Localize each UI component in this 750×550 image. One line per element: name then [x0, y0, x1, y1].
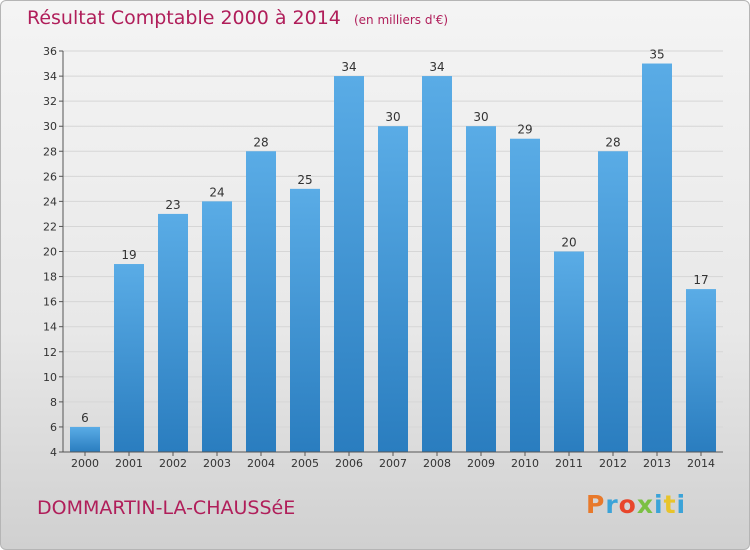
logo-letter: i [654, 490, 664, 519]
bar-2012 [598, 151, 628, 452]
logo-letter: o [618, 490, 637, 519]
bar-2009 [466, 126, 496, 452]
x-tick-label: 2002 [159, 457, 187, 470]
y-tick-label: 4 [50, 446, 57, 459]
y-tick-label: 12 [43, 346, 57, 359]
bar-2004 [246, 151, 276, 452]
y-axis: 4 6 8 10 12 14 16 18 20 22 24 26 28 30 32 34 36 [43, 45, 64, 459]
logo-letter: i [676, 490, 687, 519]
bar-2005 [290, 188, 320, 452]
bar-value-label: 28 [605, 135, 620, 149]
x-tick-label: 2004 [247, 457, 275, 470]
x-tick-label: 2007 [379, 457, 407, 470]
title-unit: (en milliers d'€) [353, 13, 449, 27]
bar-value-label: 19 [121, 248, 136, 262]
x-tick-label: 2011 [555, 457, 583, 470]
y-tick-label: 28 [43, 145, 57, 158]
bars: 6 19 23 24 28 25 34 30 34 30 29 20 28 35 17 [70, 48, 716, 452]
x-tick-label: 2012 [599, 457, 627, 470]
y-tick-label: 8 [50, 396, 57, 409]
y-tick-label: 32 [43, 95, 57, 108]
x-tick-label: 2009 [467, 457, 495, 470]
bar-2008 [422, 76, 452, 452]
x-tick-label: 2005 [291, 457, 319, 470]
bar-value-label: 34 [341, 60, 356, 74]
y-tick-label: 6 [50, 421, 57, 434]
bar-value-label: 6 [81, 411, 89, 425]
bar-value-label: 20 [561, 236, 576, 250]
bar-value-label: 17 [693, 273, 708, 287]
bar-value-label: 35 [649, 48, 664, 62]
y-tick-label: 10 [43, 371, 57, 384]
chart-title: Résultat Comptable 2000 à 2014 (en milli… [27, 7, 448, 29]
x-axis: 2000 2001 2002 2003 2004 2005 2006 2007 2008 2009… [63, 451, 723, 470]
x-tick-label: 2000 [71, 457, 99, 470]
bar-2003 [202, 201, 232, 452]
bar-value-label: 30 [385, 110, 400, 124]
bar-2014 [686, 289, 716, 452]
town-name: DOMMARTIN-LA-CHAUSSéE [37, 497, 296, 519]
logo-letter: r [605, 490, 619, 519]
y-tick-label: 30 [43, 120, 57, 133]
logo-letter: x [636, 490, 654, 519]
x-tick-label: 2010 [511, 457, 539, 470]
bar-value-label: 28 [253, 135, 268, 149]
title-text: Résultat Comptable 2000 à 2014 [27, 7, 341, 29]
bar-value-label: 23 [165, 198, 180, 212]
bar-2010 [510, 138, 540, 452]
y-tick-label: 16 [43, 296, 57, 309]
bar-value-label: 29 [517, 123, 532, 137]
x-tick-label: 2003 [203, 457, 231, 470]
y-tick-label: 26 [43, 170, 57, 183]
x-tick-label: 2001 [115, 457, 143, 470]
proxiti-logo: Proxiti [586, 490, 686, 519]
bar-value-label: 24 [209, 185, 224, 199]
bar-2000 [70, 426, 100, 452]
bar-2002 [158, 213, 188, 452]
y-tick-label: 34 [43, 70, 57, 83]
bar-2006 [334, 76, 364, 452]
bar-2007 [378, 126, 408, 452]
bar-value-label: 25 [297, 173, 312, 187]
x-tick-label: 2014 [687, 457, 715, 470]
y-tick-label: 24 [43, 195, 57, 208]
y-tick-label: 22 [43, 220, 57, 233]
logo-letter: t [663, 490, 677, 519]
bar-2001 [114, 264, 144, 452]
logo-letter: P [586, 490, 606, 519]
bar-2011 [554, 251, 584, 452]
y-tick-label: 14 [43, 321, 57, 334]
x-tick-label: 2006 [335, 457, 363, 470]
bar-value-label: 34 [429, 60, 444, 74]
x-tick-label: 2013 [643, 457, 671, 470]
y-tick-label: 36 [43, 45, 57, 58]
x-tick-label: 2008 [423, 457, 451, 470]
y-tick-label: 20 [43, 246, 57, 259]
bar-2013 [642, 63, 672, 452]
y-tick-label: 18 [43, 271, 57, 284]
bar-value-label: 30 [473, 110, 488, 124]
